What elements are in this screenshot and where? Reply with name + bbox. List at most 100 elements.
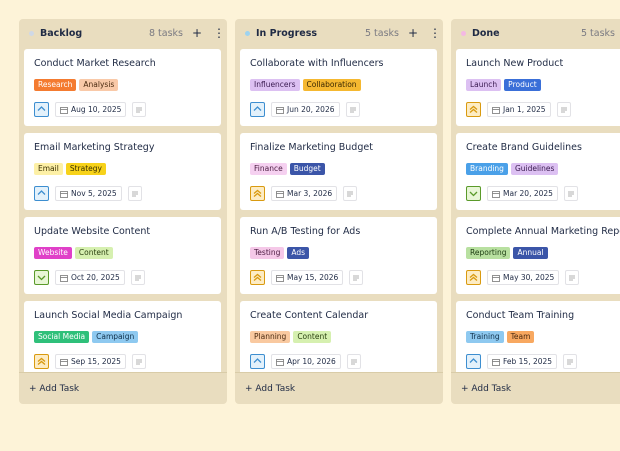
task-card[interactable]: Launch New Product Launch Product Jan 1, 20… xyxy=(456,49,620,126)
tag: Analysis xyxy=(79,79,119,91)
card-meta: May 15, 2026 xyxy=(250,270,364,285)
due-date[interactable]: Mar 3, 2026 xyxy=(271,186,338,201)
add-button[interactable]: + xyxy=(407,26,419,40)
add-task-button[interactable]: + Add Task xyxy=(235,372,443,405)
due-date[interactable]: Jan 1, 2025 xyxy=(487,102,551,117)
calendar-icon xyxy=(492,274,500,282)
priority-icon[interactable] xyxy=(34,186,49,201)
notes-button[interactable] xyxy=(349,270,364,285)
calendar-icon xyxy=(60,358,68,366)
card-title: Complete Annual Marketing Report xyxy=(466,226,620,237)
notes-button[interactable] xyxy=(130,270,145,285)
calendar-icon xyxy=(60,190,68,198)
notes-icon xyxy=(569,275,576,280)
notes-button[interactable] xyxy=(343,186,358,201)
priority-glyph xyxy=(253,189,262,197)
card-title: Conduct Team Training xyxy=(466,310,575,321)
notes-button[interactable] xyxy=(346,354,361,369)
notes-button[interactable] xyxy=(565,270,580,285)
notes-button[interactable] xyxy=(556,102,571,117)
due-date[interactable]: Mar 20, 2025 xyxy=(487,186,558,201)
add-task-button[interactable]: + Add Task xyxy=(451,372,620,405)
priority-icon[interactable] xyxy=(34,102,49,117)
task-card[interactable]: Run A/B Testing for Ads Testing Ads May 15,… xyxy=(240,217,437,294)
add-button[interactable]: + xyxy=(191,26,203,40)
task-card[interactable]: Update Website Content Website Content Oct … xyxy=(24,217,221,294)
notes-button[interactable] xyxy=(563,186,578,201)
due-date[interactable]: May 30, 2025 xyxy=(487,270,560,285)
calendar-icon xyxy=(492,190,500,198)
priority-icon[interactable] xyxy=(466,270,481,285)
task-card[interactable]: Launch Social Media Campaign Social Media… xyxy=(24,301,221,372)
more-button[interactable]: ⋮ xyxy=(429,26,441,40)
priority-icon[interactable] xyxy=(250,270,265,285)
priority-icon[interactable] xyxy=(466,102,481,117)
tag: Content xyxy=(74,247,113,259)
notes-icon xyxy=(353,275,360,280)
due-date[interactable]: Jun 20, 2026 xyxy=(271,102,340,117)
status-dot xyxy=(461,30,466,36)
card-title: Finalize Marketing Budget xyxy=(250,142,373,153)
priority-icon[interactable] xyxy=(466,354,481,369)
date-text: May 15, 2026 xyxy=(287,273,339,282)
task-card[interactable]: Complete Annual Marketing Report Reportin… xyxy=(456,217,620,294)
notes-icon xyxy=(567,359,574,364)
task-card[interactable]: Email Marketing Strategy Email Strategy Nov… xyxy=(24,133,221,210)
task-card[interactable]: Create Content Calendar Planning Content Ap… xyxy=(240,301,437,372)
due-date[interactable]: Feb 15, 2025 xyxy=(487,354,558,369)
priority-glyph xyxy=(469,273,478,281)
task-card[interactable]: Create Brand Guidelines Branding Guideline… xyxy=(456,133,620,210)
notes-icon xyxy=(349,107,356,112)
notes-icon xyxy=(560,107,567,112)
calendar-icon xyxy=(276,358,284,366)
notes-icon xyxy=(350,359,357,364)
more-button[interactable]: ⋮ xyxy=(213,26,225,40)
priority-icon[interactable] xyxy=(250,102,265,117)
priority-icon[interactable] xyxy=(250,354,265,369)
notes-button[interactable] xyxy=(132,102,147,117)
add-task-button[interactable]: + Add Task xyxy=(19,372,227,405)
notes-button[interactable] xyxy=(563,354,578,369)
priority-icon[interactable] xyxy=(34,270,49,285)
column: Backlog 8 tasks + ⋮ Conduct Market Research R… xyxy=(19,19,227,404)
notes-button[interactable] xyxy=(345,102,360,117)
card-meta: Mar 20, 2025 xyxy=(466,186,578,201)
priority-icon[interactable] xyxy=(34,354,49,369)
priority-icon[interactable] xyxy=(250,186,265,201)
tag-list: Training Team xyxy=(466,331,535,343)
due-date[interactable]: Apr 10, 2026 xyxy=(271,354,341,369)
due-date[interactable]: Aug 10, 2025 xyxy=(55,102,127,117)
tag-list: Reporting Annual xyxy=(466,247,548,259)
tag: Annual xyxy=(513,247,548,259)
due-date[interactable]: May 15, 2026 xyxy=(271,270,344,285)
priority-glyph xyxy=(469,105,478,113)
priority-glyph xyxy=(253,106,262,111)
task-card[interactable]: Finalize Marketing Budget Finance Budget Ma… xyxy=(240,133,437,210)
tag: Research xyxy=(34,79,77,91)
card-meta: Aug 10, 2025 xyxy=(34,102,147,117)
tag: Collaboration xyxy=(302,79,361,91)
notes-button[interactable] xyxy=(131,354,146,369)
notes-button[interactable] xyxy=(127,186,142,201)
calendar-icon xyxy=(276,190,284,198)
task-card[interactable]: Conduct Team Training Training Team Feb 15,… xyxy=(456,301,620,372)
notes-icon xyxy=(136,107,143,112)
notes-icon xyxy=(135,359,142,364)
priority-icon[interactable] xyxy=(466,186,481,201)
tag: Testing xyxy=(250,247,285,259)
card-title: Launch New Product xyxy=(466,58,564,69)
due-date[interactable]: Sep 15, 2025 xyxy=(55,354,126,369)
task-card[interactable]: Collaborate with Influencers Influencers C… xyxy=(240,49,437,126)
calendar-icon xyxy=(60,274,68,282)
card-meta: Feb 15, 2025 xyxy=(466,354,578,369)
tag: Campaign xyxy=(92,331,139,343)
notes-icon xyxy=(347,191,354,196)
due-date[interactable]: Oct 20, 2025 xyxy=(55,270,125,285)
card-meta: Oct 20, 2025 xyxy=(34,270,145,285)
status-dot xyxy=(29,30,34,36)
date-text: Sep 15, 2025 xyxy=(71,357,121,366)
due-date[interactable]: Nov 5, 2025 xyxy=(55,186,122,201)
task-card[interactable]: Conduct Market Research Research Analysis A… xyxy=(24,49,221,126)
column-title: Done xyxy=(472,27,500,39)
tag: Training xyxy=(466,331,504,343)
